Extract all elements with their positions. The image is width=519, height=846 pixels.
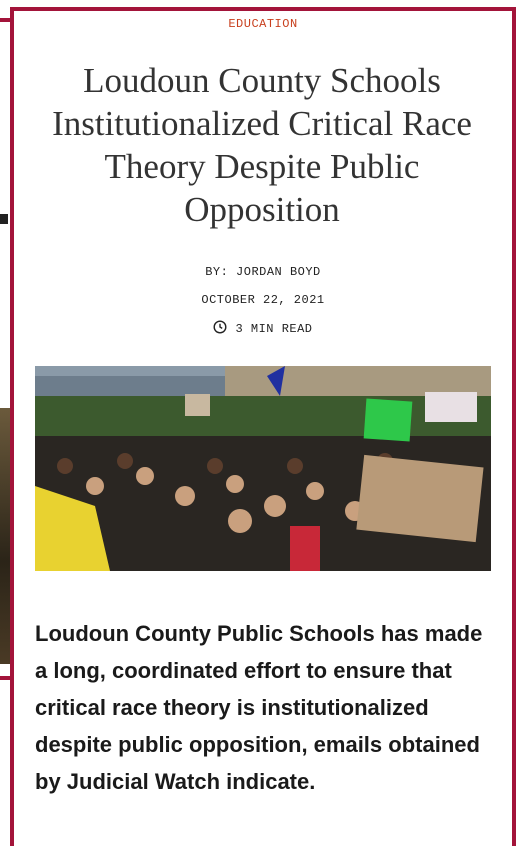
clock-icon [213,320,227,334]
date: OCTOBER 22, 2021 [14,293,512,307]
article-card[interactable]: EDUCATION Loudoun County Schools Institu… [10,7,516,846]
headline[interactable]: Loudoun County Schools Institutionalized… [44,59,480,231]
read-time-row: 3 MIN READ [14,320,512,336]
summary: Loudoun County Public Schools has made a… [35,615,497,800]
page: EDUCATION Loudoun County Schools Institu… [0,0,519,846]
read-time: 3 MIN READ [235,322,312,336]
article-photo[interactable] [35,366,491,571]
byline[interactable]: BY: JORDAN BOYD [14,265,512,279]
category[interactable]: EDUCATION [14,17,512,31]
adjacent-heading-fragment [0,214,8,224]
